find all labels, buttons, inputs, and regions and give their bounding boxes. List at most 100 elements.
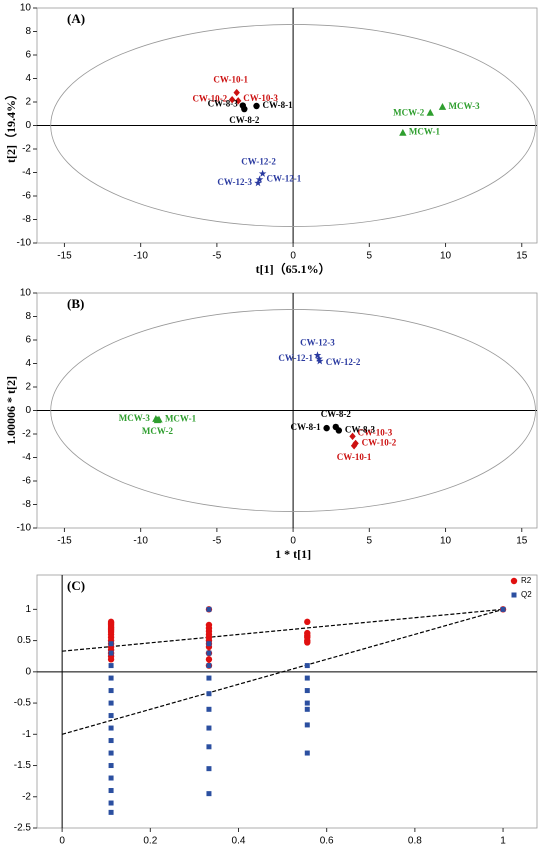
point	[206, 706, 212, 712]
point	[108, 775, 114, 781]
confidence-ellipse	[50, 24, 536, 227]
point	[239, 102, 246, 109]
point-label: CW-10-1	[213, 75, 248, 85]
y-tick-label: 6	[25, 335, 31, 346]
point	[253, 102, 260, 110]
point	[206, 606, 212, 612]
x-tick-label: 0.4	[232, 836, 246, 847]
y-axis-label: 1.00006 * t[2]	[4, 376, 18, 445]
point-label: CW-10-1	[337, 452, 372, 462]
point	[108, 675, 114, 681]
x-tick-label: 10	[440, 251, 452, 262]
y-tick-label: -4	[22, 452, 31, 463]
y-tick-label: 8	[25, 311, 31, 322]
point	[352, 439, 359, 448]
point-label: CW-8-3	[208, 99, 239, 109]
point	[206, 791, 212, 797]
panel-label: (B)	[67, 296, 84, 311]
y-tick-label: 0	[25, 120, 31, 131]
y-tick-label: 8	[25, 26, 31, 37]
point-label: CW-12-1	[267, 174, 302, 184]
point	[255, 175, 264, 183]
point-label: CW-8-1	[290, 422, 321, 432]
x-axis-label: 1 * t[1]	[275, 547, 311, 561]
point	[108, 725, 114, 731]
point	[206, 725, 212, 731]
point	[206, 744, 212, 750]
point	[426, 108, 434, 116]
point	[304, 706, 310, 712]
y-tick-label: 4	[25, 73, 31, 84]
y-tick-label: 4	[25, 358, 31, 369]
point	[335, 427, 343, 434]
point	[108, 809, 114, 815]
x-tick-label: 0	[290, 251, 296, 262]
y-tick-label: -2	[22, 791, 31, 802]
point	[313, 351, 322, 359]
regression-line	[61, 608, 504, 735]
point	[108, 800, 114, 806]
point	[108, 713, 114, 719]
point	[152, 415, 160, 422]
point-label: MCW-3	[448, 101, 480, 111]
point	[206, 691, 212, 697]
x-tick-label: -5	[212, 536, 221, 547]
x-tick-label: 5	[367, 251, 373, 262]
y-tick-label: -6	[22, 476, 31, 487]
point	[108, 663, 114, 669]
point	[500, 606, 506, 612]
y-tick-label: 0	[25, 666, 31, 677]
x-tick-label: 15	[516, 251, 528, 262]
y-axis-label: t[2]（19.4%）	[3, 88, 18, 163]
point	[438, 103, 447, 110]
y-tick-label: -2	[22, 144, 31, 155]
point-label: CW-10-2	[192, 94, 227, 104]
confidence-ellipse	[50, 309, 536, 512]
y-tick-label: 2	[25, 382, 31, 393]
point-label: CW-10-2	[362, 437, 397, 447]
point-label: CW-12-3	[217, 177, 252, 187]
point	[108, 763, 114, 769]
point	[108, 641, 114, 647]
point	[108, 688, 114, 694]
point	[315, 354, 323, 363]
y-tick-label: -10	[17, 523, 32, 534]
point-label: CW-10-3	[358, 427, 393, 437]
y-tick-label: -6	[22, 191, 31, 202]
point-label: CW-12-1	[278, 353, 313, 363]
point-label: CW-8-2	[321, 409, 352, 419]
point-label: CW-8-3	[345, 425, 376, 435]
legend-marker	[510, 577, 518, 585]
panel-label: (C)	[67, 578, 85, 593]
y-tick-label: 10	[20, 288, 32, 299]
point-label: CW-12-2	[326, 357, 361, 367]
point	[258, 169, 267, 177]
x-tick-label: -15	[57, 536, 72, 547]
panel-label: (A)	[67, 11, 85, 26]
point	[228, 95, 236, 104]
y-tick-label: -2.5	[14, 823, 32, 834]
point	[304, 618, 311, 626]
point	[108, 738, 114, 744]
point	[399, 128, 407, 136]
point	[304, 675, 310, 681]
x-tick-label: -10	[133, 536, 148, 547]
y-tick-label: -2	[22, 429, 31, 440]
y-tick-label: 10	[20, 3, 32, 14]
x-tick-label: 0.6	[320, 836, 334, 847]
y-tick-label: -8	[22, 214, 31, 225]
point-label: CW-8-2	[229, 115, 260, 125]
x-tick-label: 0	[59, 836, 65, 847]
point-label: CW-12-3	[300, 337, 335, 347]
point	[205, 656, 213, 663]
point	[108, 788, 114, 794]
legend-label: Q2	[521, 590, 532, 599]
x-tick-label: 0.8	[408, 836, 422, 847]
x-tick-label: 0	[290, 536, 296, 547]
point	[206, 663, 212, 669]
x-tick-label: 5	[367, 536, 373, 547]
point	[304, 639, 311, 646]
y-tick-label: -8	[22, 499, 31, 510]
point	[349, 432, 356, 441]
